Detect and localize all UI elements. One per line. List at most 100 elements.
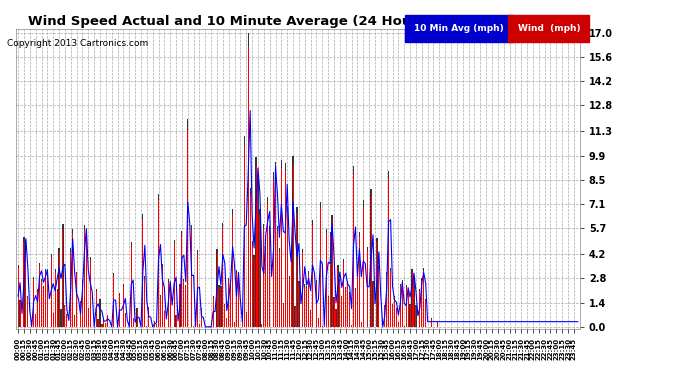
Bar [220, 286, 221, 327]
Bar [90, 261, 91, 327]
Bar [125, 314, 126, 327]
Bar [148, 308, 149, 327]
Bar [252, 241, 253, 327]
Bar [64, 304, 66, 327]
Bar [62, 224, 63, 327]
Bar [187, 119, 188, 327]
Bar [55, 272, 56, 327]
Bar [90, 257, 91, 327]
Bar [318, 318, 319, 327]
Bar [18, 268, 19, 327]
Bar [19, 302, 21, 327]
Bar [82, 282, 83, 327]
Bar [130, 247, 132, 327]
Bar [220, 288, 221, 327]
Bar [185, 285, 186, 327]
Bar [285, 171, 286, 327]
Bar [74, 316, 75, 327]
Bar [337, 265, 339, 327]
Bar [99, 299, 101, 327]
Bar [269, 226, 270, 327]
Bar [132, 318, 134, 327]
Bar [51, 258, 52, 327]
Bar [298, 280, 299, 327]
Bar [277, 231, 278, 327]
Bar [43, 288, 44, 327]
Bar [363, 207, 364, 327]
Bar [339, 282, 340, 327]
Bar [366, 251, 368, 327]
Bar [339, 279, 340, 327]
Bar [312, 220, 313, 327]
Bar [259, 214, 260, 327]
Bar [302, 253, 304, 327]
Bar [290, 248, 292, 327]
Bar [363, 200, 364, 327]
Bar [113, 273, 115, 327]
Bar [175, 315, 177, 327]
Bar [332, 220, 333, 327]
Bar [80, 303, 81, 327]
Bar [218, 285, 219, 327]
Bar [302, 249, 304, 327]
Bar [269, 231, 270, 327]
Bar [431, 318, 432, 327]
Bar [257, 178, 259, 327]
Bar [425, 300, 426, 327]
Bar [154, 321, 155, 327]
Bar [306, 288, 307, 327]
Bar [396, 308, 397, 327]
Bar [288, 276, 290, 327]
Bar [333, 298, 335, 327]
Bar [222, 223, 224, 327]
Bar [226, 318, 227, 327]
Bar [88, 309, 89, 327]
Bar [388, 179, 389, 327]
Bar [378, 269, 380, 327]
Text: Wind  (mph): Wind (mph) [518, 24, 580, 33]
Bar [64, 306, 66, 327]
Bar [304, 284, 306, 327]
Bar [222, 228, 224, 327]
Bar [199, 324, 200, 327]
Bar [402, 283, 403, 327]
Bar [359, 232, 360, 327]
Bar [113, 276, 114, 327]
Bar [107, 315, 108, 327]
Bar [119, 293, 120, 327]
Bar [88, 308, 89, 327]
Bar [226, 318, 227, 327]
Bar [386, 274, 387, 327]
Bar [123, 284, 124, 327]
Bar [394, 296, 395, 327]
Bar [331, 215, 333, 327]
Bar [238, 275, 239, 327]
Bar [52, 313, 54, 327]
Bar [359, 236, 360, 327]
Bar [355, 290, 356, 327]
Bar [437, 322, 438, 327]
Bar [390, 271, 391, 327]
Bar [406, 285, 407, 327]
Bar [31, 326, 32, 327]
Bar [95, 289, 97, 327]
Bar [310, 311, 311, 327]
Bar [253, 255, 255, 327]
Bar [148, 308, 149, 327]
Bar [310, 310, 311, 327]
Bar [265, 246, 266, 327]
Bar [252, 246, 253, 327]
Bar [404, 326, 405, 327]
Bar [244, 146, 245, 327]
Text: 10 Min Avg (mph): 10 Min Avg (mph) [414, 24, 504, 33]
Bar [132, 318, 134, 327]
Bar [33, 277, 34, 327]
Bar [66, 314, 68, 327]
Bar [160, 295, 161, 327]
Bar [173, 240, 175, 327]
Bar [224, 305, 226, 327]
Bar [279, 252, 280, 327]
Bar [41, 279, 42, 327]
Bar [394, 297, 395, 327]
Bar [43, 286, 44, 327]
